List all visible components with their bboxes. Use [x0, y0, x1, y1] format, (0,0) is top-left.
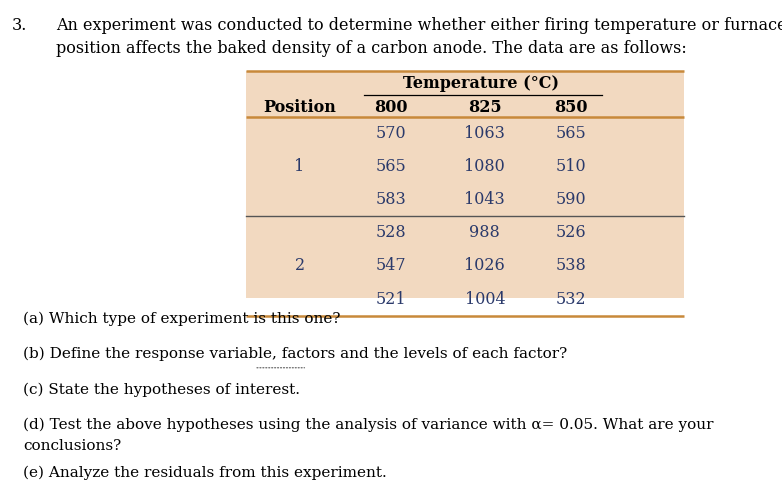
Text: 565: 565 [555, 125, 586, 142]
Text: 1080: 1080 [465, 158, 505, 176]
Text: 526: 526 [555, 224, 586, 242]
Text: 800: 800 [375, 99, 407, 116]
Text: 521: 521 [375, 290, 407, 308]
Text: 547: 547 [375, 257, 407, 275]
FancyBboxPatch shape [246, 71, 684, 298]
Text: (c) State the hypotheses of interest.: (c) State the hypotheses of interest. [23, 383, 300, 397]
Text: 850: 850 [554, 99, 587, 116]
Text: 565: 565 [375, 158, 407, 176]
Text: (a) Which type of experiment is this one?: (a) Which type of experiment is this one… [23, 312, 341, 326]
Text: 988: 988 [469, 224, 500, 242]
Text: 3.: 3. [12, 17, 27, 34]
Text: 1063: 1063 [465, 125, 505, 142]
Text: (d) Test the above hypotheses using the analysis of variance with α= 0.05. What : (d) Test the above hypotheses using the … [23, 418, 714, 432]
Text: Position: Position [263, 99, 336, 116]
Text: 532: 532 [555, 290, 586, 308]
Text: 1026: 1026 [465, 257, 505, 275]
Text: 528: 528 [375, 224, 407, 242]
Text: conclusions?: conclusions? [23, 439, 122, 454]
Text: (e) Analyze the residuals from this experiment.: (e) Analyze the residuals from this expe… [23, 466, 387, 480]
Text: 1: 1 [294, 158, 305, 176]
Text: Temperature (°C): Temperature (°C) [403, 75, 559, 92]
Text: 1004: 1004 [465, 290, 505, 308]
Text: 825: 825 [468, 99, 501, 116]
Text: 570: 570 [375, 125, 407, 142]
Text: 538: 538 [555, 257, 586, 275]
Text: An experiment was conducted to determine whether either firing temperature or fu: An experiment was conducted to determine… [56, 17, 782, 34]
Text: 590: 590 [555, 191, 586, 209]
Text: position affects the baked density of a carbon anode. The data are as follows:: position affects the baked density of a … [56, 40, 687, 57]
Text: 1043: 1043 [465, 191, 505, 209]
Text: 583: 583 [375, 191, 407, 209]
Text: 2: 2 [295, 257, 304, 275]
Text: 510: 510 [555, 158, 586, 176]
Text: (b) Define the response variable, factors and the levels of each factor?: (b) Define the response variable, factor… [23, 347, 568, 361]
